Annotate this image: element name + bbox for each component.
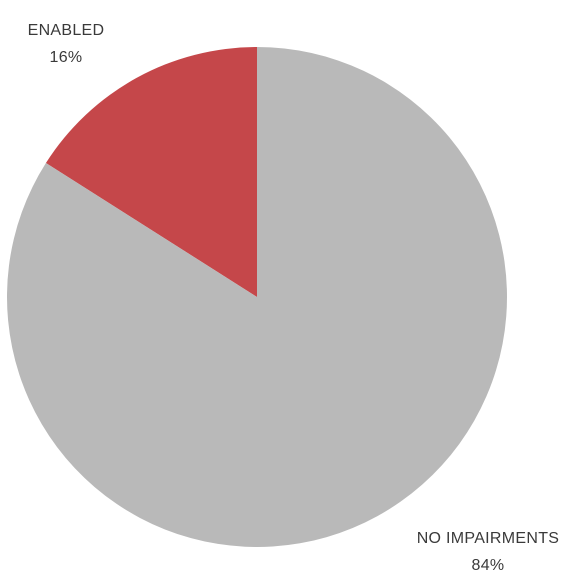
slice-label-enabled: ENABLED <box>28 22 105 39</box>
slice-label-no-impairments: NO IMPAIRMENTS <box>417 530 560 547</box>
pie-slice-no-impairments <box>6 47 507 547</box>
pie-slices <box>6 47 507 547</box>
slice-value-enabled: 16% <box>50 49 83 66</box>
slice-value-no-impairments: 84% <box>472 557 505 574</box>
pie-slice-enabled <box>45 47 257 297</box>
